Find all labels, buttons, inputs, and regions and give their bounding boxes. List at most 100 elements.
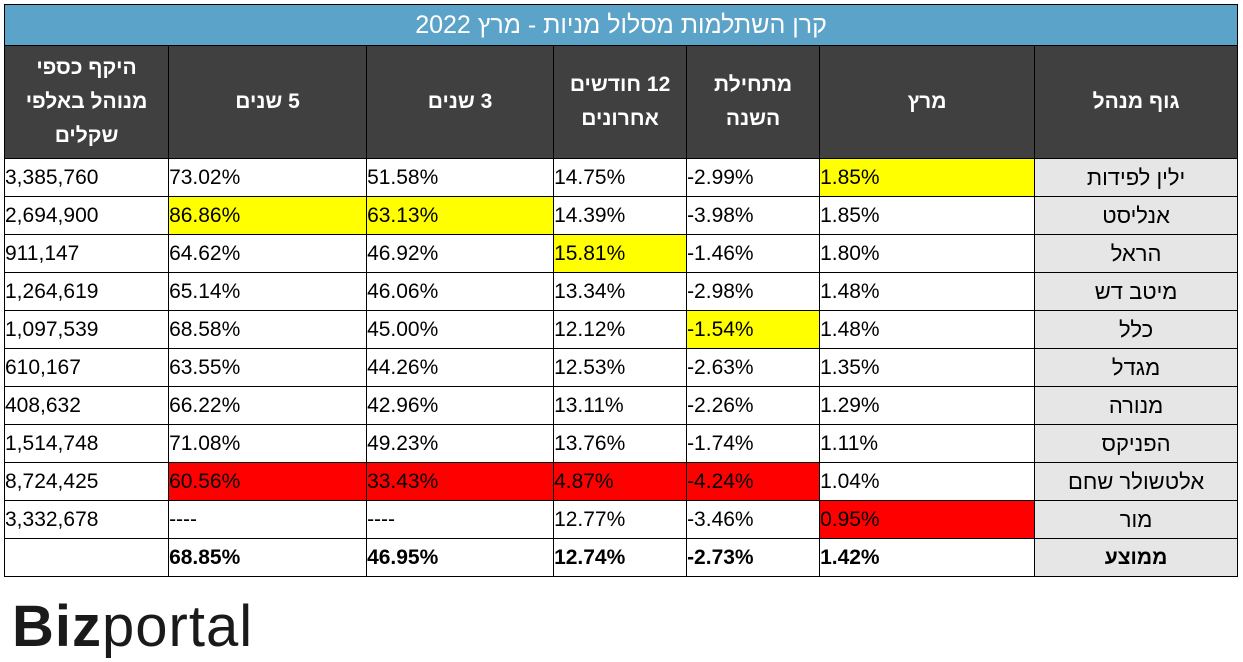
avg-march-cell: 1.42% xyxy=(819,538,1036,577)
m12-cell: 12.12% xyxy=(553,310,688,349)
march-cell: 1.35% xyxy=(819,348,1036,387)
ytd-cell: -1.54% xyxy=(686,310,821,349)
ytd-cell: -2.99% xyxy=(686,158,821,197)
m12-cell: 14.39% xyxy=(553,196,688,235)
manager-name: אנליסט xyxy=(1034,196,1239,235)
y5-cell: ---- xyxy=(168,500,368,539)
col-header-march: מרץ xyxy=(819,45,1036,159)
march-cell: 1.48% xyxy=(819,272,1036,311)
ytd-cell: -1.46% xyxy=(686,234,821,273)
ytd-cell: -4.24% xyxy=(686,462,821,501)
m12-cell: 12.53% xyxy=(553,348,688,387)
y3-cell: 51.58% xyxy=(366,158,555,197)
table-row: ילין לפידות 1.85% -2.99% 14.75% 51.58% 7… xyxy=(3,158,1239,197)
col-header-aum: היקף כספי מנוהל באלפי שקלים xyxy=(3,45,170,159)
table-row: מור 0.95% -3.46% 12.77% ---- ---- 3,332,… xyxy=(3,500,1239,539)
y5-cell: 68.58% xyxy=(168,310,368,349)
march-cell: 1.04% xyxy=(819,462,1036,501)
y5-cell: 73.02% xyxy=(168,158,368,197)
march-cell: 1.29% xyxy=(819,386,1036,425)
y3-cell: 46.92% xyxy=(366,234,555,273)
y3-cell: 46.06% xyxy=(366,272,555,311)
avg-aum-cell xyxy=(3,538,170,577)
manager-name: אלטשולר שחם xyxy=(1034,462,1239,501)
avg-ytd-cell: -2.73% xyxy=(686,538,821,577)
y5-cell: 71.08% xyxy=(168,424,368,463)
y5-cell: 60.56% xyxy=(168,462,368,501)
table-row: הפניקס 1.11% -1.74% 13.76% 49.23% 71.08%… xyxy=(3,424,1239,463)
manager-name: מנורה xyxy=(1034,386,1239,425)
table-title: קרן השתלמות מסלול מניות - מרץ 2022 xyxy=(3,4,1239,46)
returns-table: קרן השתלמות מסלול מניות - מרץ 2022 גוף מ… xyxy=(3,4,1239,577)
aum-cell: 610,167 xyxy=(3,348,170,387)
y3-cell: 42.96% xyxy=(366,386,555,425)
y3-cell: 63.13% xyxy=(366,196,555,235)
y5-cell: 64.62% xyxy=(168,234,368,273)
m12-cell: 13.34% xyxy=(553,272,688,311)
header-row: גוף מנהל מרץ מתחילת השנה 12 חודשים אחרונ… xyxy=(3,45,1239,159)
manager-name: הראל xyxy=(1034,234,1239,273)
table-row: כלל 1.48% -1.54% 12.12% 45.00% 68.58% 1,… xyxy=(3,310,1239,349)
march-cell: 1.48% xyxy=(819,310,1036,349)
aum-cell: 3,332,678 xyxy=(3,500,170,539)
y3-cell: 33.43% xyxy=(366,462,555,501)
average-row: ממוצע 1.42% -2.73% 12.74% 46.95% 68.85% xyxy=(3,538,1239,577)
table-row: מנורה 1.29% -2.26% 13.11% 42.96% 66.22% … xyxy=(3,386,1239,425)
manager-name: מור xyxy=(1034,500,1239,539)
manager-name: מגדל xyxy=(1034,348,1239,387)
col-header-5y: 5 שנים xyxy=(168,45,368,159)
y5-cell: 66.22% xyxy=(168,386,368,425)
y3-cell: 49.23% xyxy=(366,424,555,463)
y5-cell: 65.14% xyxy=(168,272,368,311)
aum-cell: 911,147 xyxy=(3,234,170,273)
march-cell: 1.80% xyxy=(819,234,1036,273)
logo-part-portal: portal xyxy=(102,594,254,659)
aum-cell: 1,264,619 xyxy=(3,272,170,311)
y3-cell: 44.26% xyxy=(366,348,555,387)
aum-cell: 408,632 xyxy=(3,386,170,425)
manager-name: הפניקס xyxy=(1034,424,1239,463)
y3-cell: 45.00% xyxy=(366,310,555,349)
y3-cell: ---- xyxy=(366,500,555,539)
col-header-12m: 12 חודשים אחרונים xyxy=(553,45,688,159)
march-cell: 1.85% xyxy=(819,196,1036,235)
y5-cell: 63.55% xyxy=(168,348,368,387)
table-row: מגדל 1.35% -2.63% 12.53% 44.26% 63.55% 6… xyxy=(3,348,1239,387)
table-row: אלטשולר שחם 1.04% -4.24% 4.87% 33.43% 60… xyxy=(3,462,1239,501)
ytd-cell: -2.98% xyxy=(686,272,821,311)
aum-cell: 8,724,425 xyxy=(3,462,170,501)
ytd-cell: -2.63% xyxy=(686,348,821,387)
table-row: מיטב דש 1.48% -2.98% 13.34% 46.06% 65.14… xyxy=(3,272,1239,311)
ytd-cell: -3.46% xyxy=(686,500,821,539)
ytd-cell: -2.26% xyxy=(686,386,821,425)
avg-y3-cell: 46.95% xyxy=(366,538,555,577)
ytd-cell: -3.98% xyxy=(686,196,821,235)
col-header-3y: 3 שנים xyxy=(366,45,555,159)
table-row: אנליסט 1.85% -3.98% 14.39% 63.13% 86.86%… xyxy=(3,196,1239,235)
manager-name: כלל xyxy=(1034,310,1239,349)
ytd-cell: -1.74% xyxy=(686,424,821,463)
manager-name: מיטב דש xyxy=(1034,272,1239,311)
bizportal-logo: Bizportal xyxy=(12,598,253,656)
march-cell: 1.85% xyxy=(819,158,1036,197)
col-header-manager: גוף מנהל xyxy=(1034,45,1239,159)
m12-cell: 13.11% xyxy=(553,386,688,425)
logo-part-biz: Biz xyxy=(12,594,102,659)
y5-cell: 86.86% xyxy=(168,196,368,235)
aum-cell: 2,694,900 xyxy=(3,196,170,235)
average-label: ממוצע xyxy=(1034,538,1239,577)
col-header-ytd: מתחילת השנה xyxy=(686,45,821,159)
m12-cell: 15.81% xyxy=(553,234,688,273)
m12-cell: 14.75% xyxy=(553,158,688,197)
aum-cell: 3,385,760 xyxy=(3,158,170,197)
table-row: הראל 1.80% -1.46% 15.81% 46.92% 64.62% 9… xyxy=(3,234,1239,273)
m12-cell: 12.77% xyxy=(553,500,688,539)
m12-cell: 13.76% xyxy=(553,424,688,463)
march-cell: 0.95% xyxy=(819,500,1036,539)
avg-y5-cell: 68.85% xyxy=(168,538,368,577)
march-cell: 1.11% xyxy=(819,424,1036,463)
aum-cell: 1,514,748 xyxy=(3,424,170,463)
aum-cell: 1,097,539 xyxy=(3,310,170,349)
avg-m12-cell: 12.74% xyxy=(553,538,688,577)
manager-name: ילין לפידות xyxy=(1034,158,1239,197)
